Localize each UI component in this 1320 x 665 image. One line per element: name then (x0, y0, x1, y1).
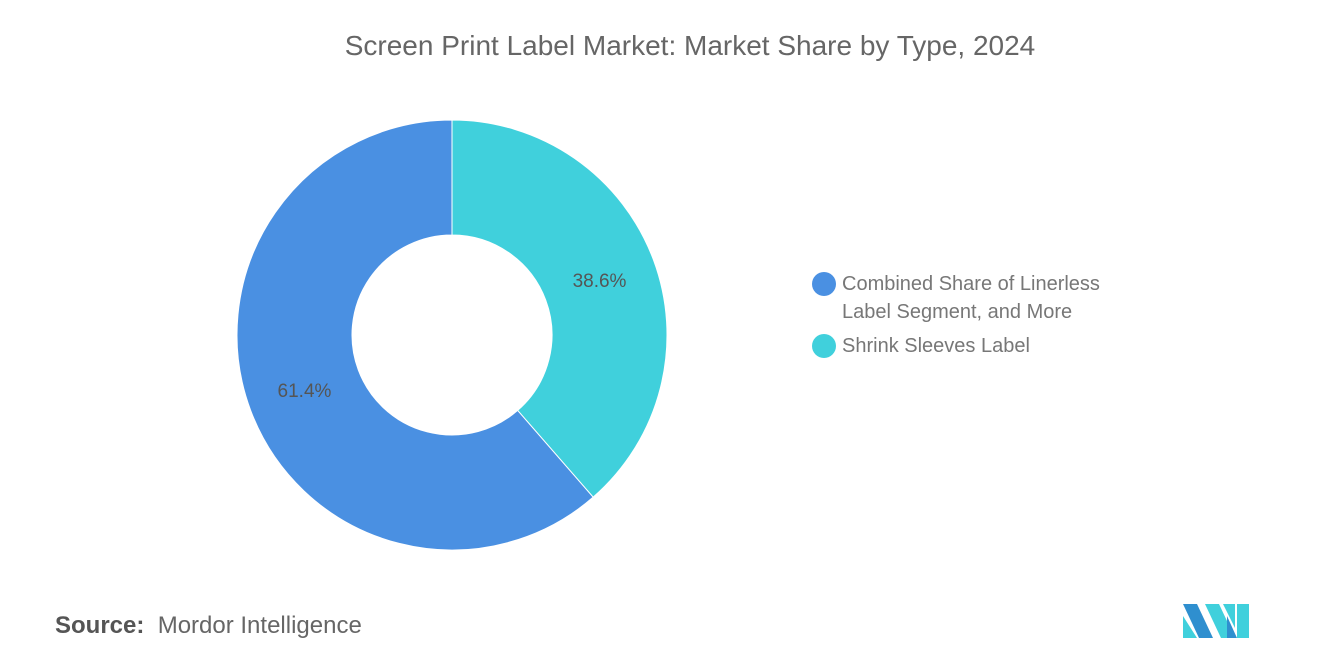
mordor-intelligence-logo (1183, 604, 1249, 638)
chart-title: Screen Print Label Market: Market Share … (344, 30, 1036, 61)
legend: Combined Share of Linerless Label Segment… (812, 270, 1100, 366)
source-note: Source: Mordor Intelligence (55, 612, 362, 639)
legend-label: Combined Share of Linerless Label Segment… (842, 273, 1100, 323)
legend-swatch (812, 272, 836, 296)
slice-1[interactable] (451, 119, 668, 498)
data-label-0: 61.4% (278, 381, 332, 402)
legend-label: Shrink Sleeves Label (842, 335, 1030, 357)
slice-0[interactable] (236, 119, 594, 551)
legend-item-shrink-sleeves[interactable]: Shrink Sleeves Label (812, 332, 1100, 360)
data-label-1: 38.6% (573, 271, 627, 292)
legend-item-linerless[interactable]: Combined Share of Linerless Label Segment… (812, 270, 1100, 326)
legend-swatch (812, 334, 836, 358)
